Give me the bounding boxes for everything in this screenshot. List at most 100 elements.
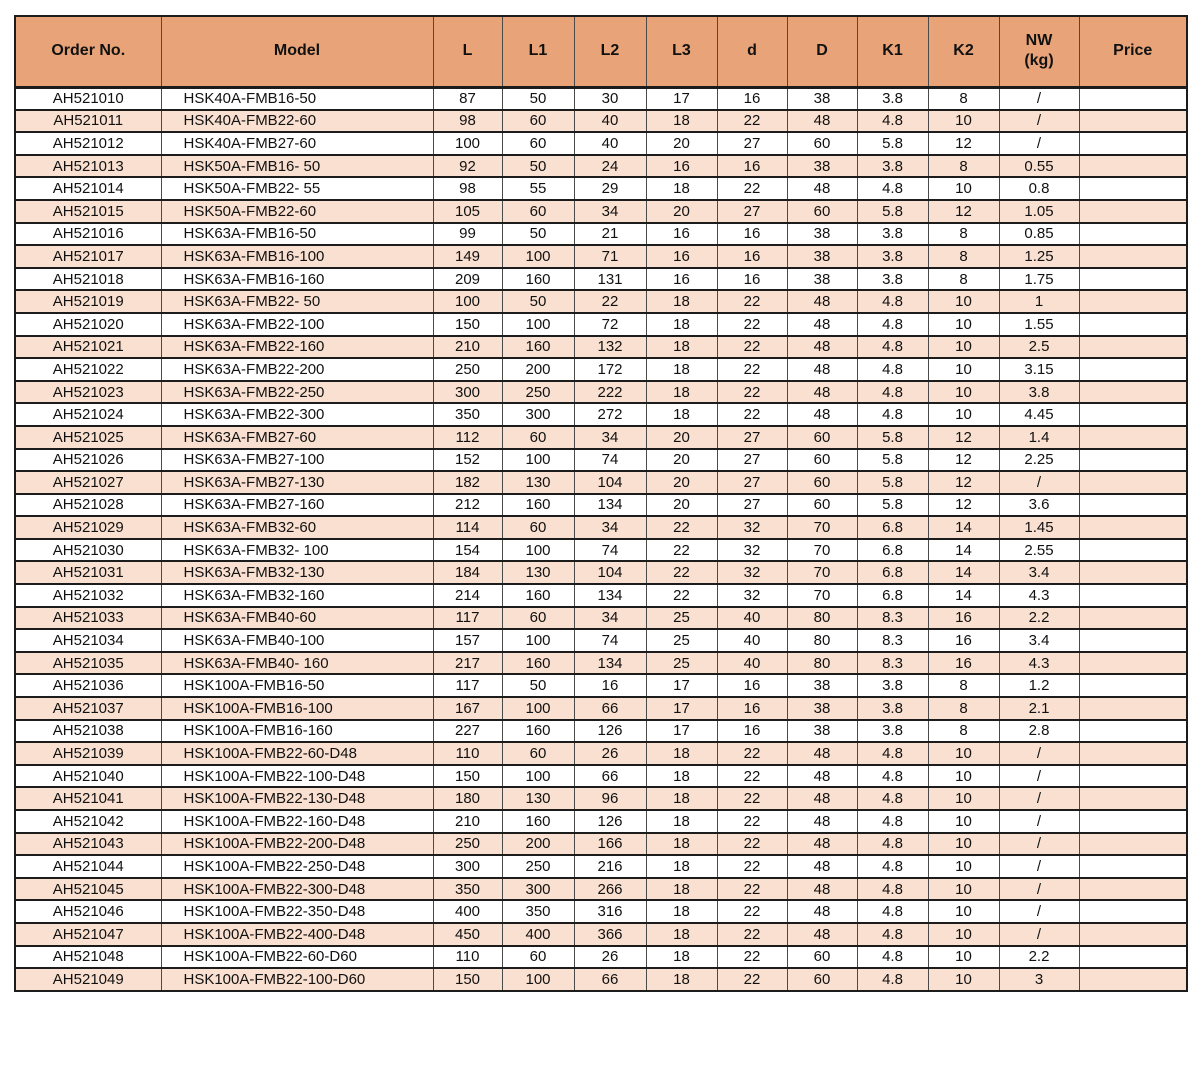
cell-d-upper: 60 <box>786 424 858 450</box>
cell-l2: 74 <box>573 447 647 473</box>
cell-d-lower: 22 <box>716 831 788 857</box>
cell-k2: 8 <box>927 266 1000 292</box>
cell-model: HSK63A-FMB27-130 <box>160 470 434 495</box>
cell-d-lower: 27 <box>716 131 788 156</box>
cell-k2: 10 <box>927 357 1000 382</box>
cell-l1: 100 <box>501 244 575 269</box>
cell-k1: 4.8 <box>856 944 929 970</box>
cell-nw-kg: 3.4 <box>998 628 1080 653</box>
cell-model: HSK100A-FMB22-250-D48 <box>160 854 434 879</box>
cell-l: 117 <box>432 605 503 631</box>
cell-price <box>1078 605 1188 631</box>
cell-d-lower: 32 <box>716 537 788 563</box>
cell-l1: 60 <box>501 424 575 450</box>
cell-l: 149 <box>432 244 503 269</box>
cell-price <box>1078 696 1188 721</box>
cell-price <box>1078 515 1188 540</box>
cell-d-lower: 22 <box>716 402 788 427</box>
cell-l3: 18 <box>645 876 718 902</box>
cell-l1: 60 <box>501 198 575 224</box>
cell-l3: 25 <box>645 628 718 653</box>
cell-l2: 30 <box>573 86 647 111</box>
cell-l3: 18 <box>645 311 718 337</box>
cell-l1: 160 <box>501 492 575 518</box>
cell-d-lower: 22 <box>716 899 788 924</box>
cell-nw-kg: 1.25 <box>998 244 1080 269</box>
cell-d-lower: 27 <box>716 470 788 495</box>
cell-l1: 300 <box>501 876 575 902</box>
table-row: AH521015 HSK50A-FMB22-60 105 60 34 20 27 60 5.8 1… <box>14 198 1188 224</box>
cell-d-upper: 38 <box>786 266 858 292</box>
table-row: AH521016 HSK63A-FMB16-50 99 50 21 16 16 38 3.8 8 0… <box>14 221 1188 247</box>
cell-l3: 18 <box>645 289 718 314</box>
cell-l1: 100 <box>501 537 575 563</box>
cell-l: 114 <box>432 515 503 540</box>
cell-l2: 104 <box>573 470 647 495</box>
cell-k2: 14 <box>927 515 1000 540</box>
cell-l: 217 <box>432 650 503 676</box>
cell-d-upper: 38 <box>786 221 858 247</box>
table-row: AH521027 HSK63A-FMB27-130 182 130 104 20 27 60 5… <box>14 470 1188 495</box>
cell-l: 400 <box>432 899 503 924</box>
cell-price <box>1078 289 1188 314</box>
cell-model: HSK63A-FMB40- 160 <box>160 650 434 676</box>
table-row: AH521042 HSK100A-FMB22-160-D48 210 160 126 18… <box>14 809 1188 834</box>
cell-l2: 132 <box>573 334 647 360</box>
cell-price <box>1078 424 1188 450</box>
cell-order-no: AH521017 <box>14 244 162 269</box>
cell-order-no: AH521049 <box>14 967 162 992</box>
cell-model: HSK50A-FMB16- 50 <box>160 153 434 179</box>
cell-l3: 18 <box>645 402 718 427</box>
cell-d-upper: 60 <box>786 198 858 224</box>
cell-order-no: AH521048 <box>14 944 162 970</box>
cell-price <box>1078 628 1188 653</box>
cell-price <box>1078 583 1188 608</box>
cell-k2: 10 <box>927 741 1000 766</box>
table-row: AH521039 HSK100A-FMB22-60-D48 110 60 26 18 22 4… <box>14 741 1188 766</box>
cell-k2: 8 <box>927 153 1000 179</box>
cell-d-upper: 80 <box>786 650 858 676</box>
cell-l3: 16 <box>645 244 718 269</box>
cell-nw-kg: / <box>998 763 1080 789</box>
cell-d-upper: 70 <box>786 560 858 586</box>
cell-d-lower: 22 <box>716 289 788 314</box>
cell-nw-kg: 3.4 <box>998 560 1080 586</box>
cell-l2: 66 <box>573 763 647 789</box>
cell-model: HSK100A-FMB22-60-D48 <box>160 741 434 766</box>
cell-nw-kg: 3.15 <box>998 357 1080 382</box>
col-header-d-upper: D <box>786 15 858 89</box>
cell-k1: 3.8 <box>856 86 929 111</box>
cell-l3: 16 <box>645 221 718 247</box>
cell-price <box>1078 108 1188 134</box>
cell-price <box>1078 560 1188 586</box>
cell-d-lower: 40 <box>716 605 788 631</box>
cell-l1: 160 <box>501 650 575 676</box>
cell-k1: 3.8 <box>856 696 929 721</box>
cell-l2: 34 <box>573 424 647 450</box>
cell-order-no: AH521045 <box>14 876 162 902</box>
cell-nw-kg: / <box>998 831 1080 857</box>
cell-d-upper: 70 <box>786 583 858 608</box>
cell-nw-kg: 1.2 <box>998 673 1080 699</box>
cell-nw-kg: 2.1 <box>998 696 1080 721</box>
cell-k2: 10 <box>927 763 1000 789</box>
cell-k1: 3.8 <box>856 718 929 744</box>
cell-k2: 10 <box>927 108 1000 134</box>
cell-k1: 3.8 <box>856 244 929 269</box>
cell-order-no: AH521012 <box>14 131 162 156</box>
cell-price <box>1078 650 1188 676</box>
cell-l: 300 <box>432 854 503 879</box>
cell-k2: 10 <box>927 899 1000 924</box>
cell-l: 100 <box>432 289 503 314</box>
table-row: AH521019 HSK63A-FMB22- 50 100 50 22 18 22 48 4.8… <box>14 289 1188 314</box>
cell-nw-kg: 4.45 <box>998 402 1080 427</box>
cell-l2: 34 <box>573 605 647 631</box>
cell-model: HSK50A-FMB22- 55 <box>160 176 434 201</box>
cell-price <box>1078 944 1188 970</box>
cell-l: 112 <box>432 424 503 450</box>
col-header-l1: L1 <box>501 15 575 89</box>
cell-d-lower: 22 <box>716 944 788 970</box>
cell-l: 150 <box>432 763 503 789</box>
table-row: AH521037 HSK100A-FMB16-100 167 100 66 17 16 38 3… <box>14 696 1188 721</box>
cell-k1: 4.8 <box>856 854 929 879</box>
